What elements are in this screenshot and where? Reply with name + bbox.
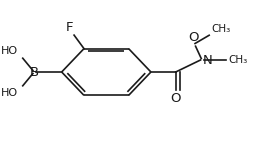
Text: CH₃: CH₃ (211, 24, 230, 34)
Text: B: B (30, 66, 39, 78)
Text: CH₃: CH₃ (228, 55, 248, 65)
Text: O: O (171, 92, 181, 105)
Text: HO: HO (1, 46, 18, 56)
Text: O: O (188, 31, 198, 44)
Text: F: F (65, 21, 73, 34)
Text: HO: HO (1, 88, 18, 98)
Text: N: N (203, 54, 212, 66)
